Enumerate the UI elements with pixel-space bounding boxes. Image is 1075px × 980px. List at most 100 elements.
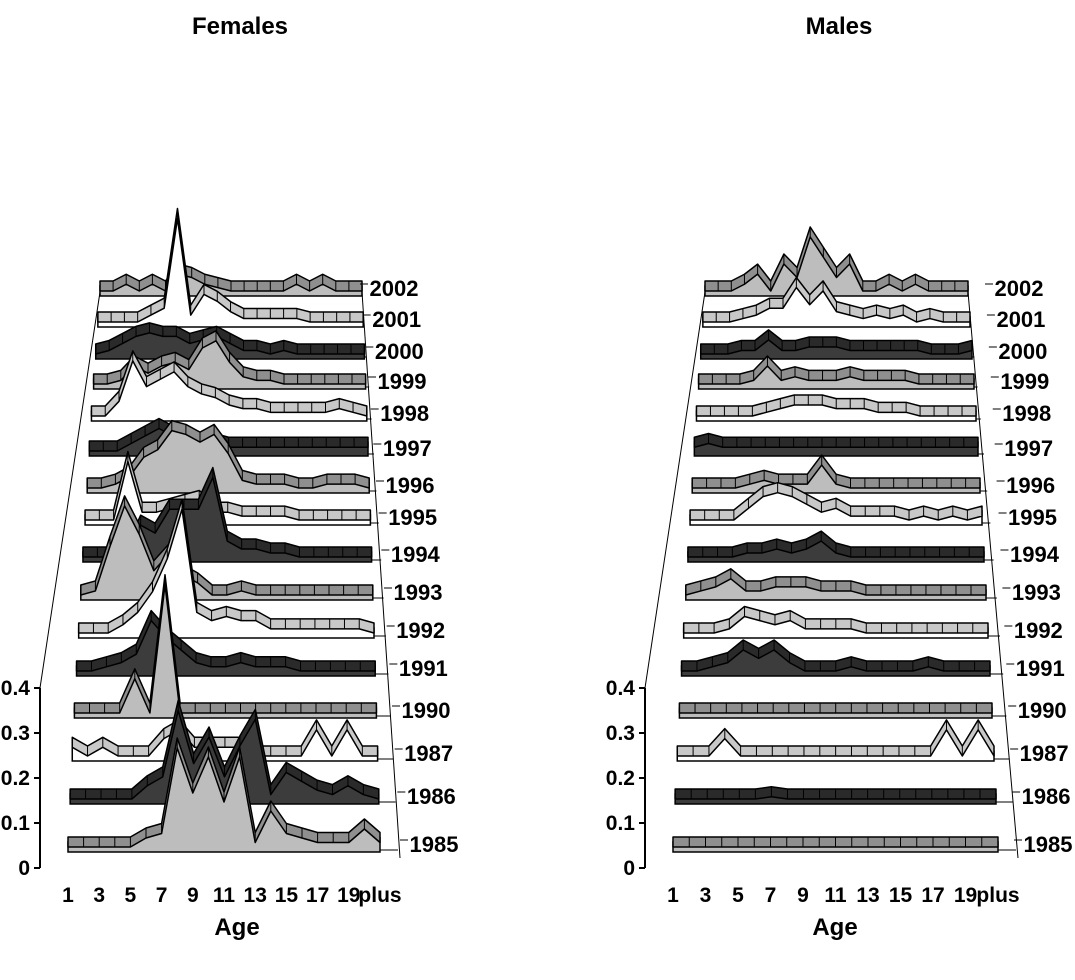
series-1985: 1985 [672,832,1073,857]
series-1995: 1995 [689,481,1057,530]
x-tick-label: 13 [244,884,267,907]
series-label: 1997 [383,436,432,461]
series-2001: 2001 [702,276,1045,332]
series-1991: 1991 [680,639,1065,681]
series-label: 1990 [1018,698,1067,723]
series-label: 1994 [1010,542,1060,567]
series-1992: 1992 [682,605,1063,643]
x-tick-label: 1 [667,884,679,907]
y-tick-label: 0 [18,857,30,880]
series-label: 1994 [391,542,441,567]
males-panel: Males Age 0 0.1 0.2 0.3 0.4 2002 2001 2000 1999 1… [606,13,1073,941]
x-tick-label: 15 [275,884,299,907]
series-label: 2000 [375,339,424,364]
y-axis: 0 0.1 0.2 0.3 0.4 [606,291,1019,880]
depth-axis-left-edge [644,291,706,689]
y-tick-label: 0.4 [1,677,31,700]
y-tick-label: 0.2 [606,767,635,790]
series-label: 1998 [1002,401,1051,426]
y-tick-label: 0.4 [606,677,636,700]
series-label: 1996 [1006,473,1055,498]
series-1998: 1998 [90,350,429,426]
series-2000: 2000 [699,329,1047,364]
series-label: 2001 [996,307,1045,332]
series-1998: 1998 [695,394,1051,426]
x-tick-label: 1 [62,884,74,907]
series-label: 1999 [1000,369,1049,394]
x-tick-label: 17 [306,884,329,907]
series-label: 1999 [378,369,427,394]
x-tick-label: 11 [824,884,847,907]
series-2002: 2002 [704,226,1043,301]
x-tick-label: 19 [337,884,360,907]
x-tick-label: plus [358,884,401,907]
series-label: 1992 [1014,618,1063,643]
series-1992: 1992 [77,498,445,643]
series-2001: 2001 [97,207,421,332]
series-label: 1996 [386,473,435,498]
series-label: 1987 [1020,741,1069,766]
x-tick-label: 7 [765,884,777,907]
y-tick-label: 0 [623,857,635,880]
depth-axis-right-edge [967,291,1019,859]
series-1986: 1986 [69,699,456,809]
y-axis: 0 0.1 0.2 0.3 0.4 [1,291,401,880]
x-tick-label: 3 [93,884,105,907]
y-tick-label: 0.1 [606,812,636,835]
series-1993: 1993 [80,495,443,605]
series-2000: 2000 [94,322,424,364]
depth-axis-right-edge [361,291,401,859]
females-chart-title: Females [192,13,288,40]
x-tick-label: 5 [732,884,744,907]
series-label: 1995 [388,505,437,530]
x-tick-label: 15 [889,884,913,907]
x-tick-label: 11 [213,884,236,907]
x-tick-label: 9 [187,884,199,907]
series-1997: 1997 [693,432,1053,461]
females-x-axis-label: Age [214,914,259,941]
x-tick-label: 3 [700,884,712,907]
series-label: 1986 [407,784,456,809]
x-tick-label: 5 [125,884,137,907]
series-label: 1985 [1024,832,1073,857]
series-label: 1993 [1012,580,1061,605]
series-1990: 1990 [678,698,1067,723]
depth-axis-left-edge [39,291,101,689]
series-1990: 1990 [73,574,451,723]
series-label: 2002 [370,276,419,301]
series-1987: 1987 [676,719,1069,766]
series-label: 2000 [998,339,1047,364]
series-label: 1986 [1022,784,1071,809]
series-1993: 1993 [685,568,1061,605]
x-tick-label: plus [976,884,1019,907]
series-label: 1991 [1016,656,1065,681]
series-1985: 1985 [67,737,458,857]
y-tick-label: 0.3 [1,722,30,745]
series-label: 1990 [402,698,451,723]
series-1994: 1994 [687,530,1060,567]
series-label: 1991 [399,656,448,681]
x-tick-label: 13 [856,884,879,907]
females-panel: Females Age 00.10.20.30.4200220012000199… [1,13,459,941]
series-1995: 1995 [84,450,437,530]
x-tick-label: 9 [797,884,809,907]
x-tick-label: 19 [954,884,977,907]
series-1986: 1986 [674,784,1071,809]
series-label: 1992 [396,618,445,643]
series-1999: 1999 [697,355,1049,394]
y-tick-label: 0.3 [606,722,635,745]
males-chart-title: Males [806,13,873,40]
y-tick-label: 0.1 [1,812,31,835]
x-tick-label: 17 [921,884,944,907]
series-2002: 2002 [99,263,419,301]
series-label: 1997 [1004,436,1053,461]
series-label: 1993 [394,580,443,605]
series-label: 2001 [372,307,421,332]
series-label: 1995 [1008,505,1057,530]
y-tick-label: 0.2 [1,767,30,790]
males-x-axis-label: Age [812,914,857,941]
series-1996: 1996 [691,454,1055,498]
